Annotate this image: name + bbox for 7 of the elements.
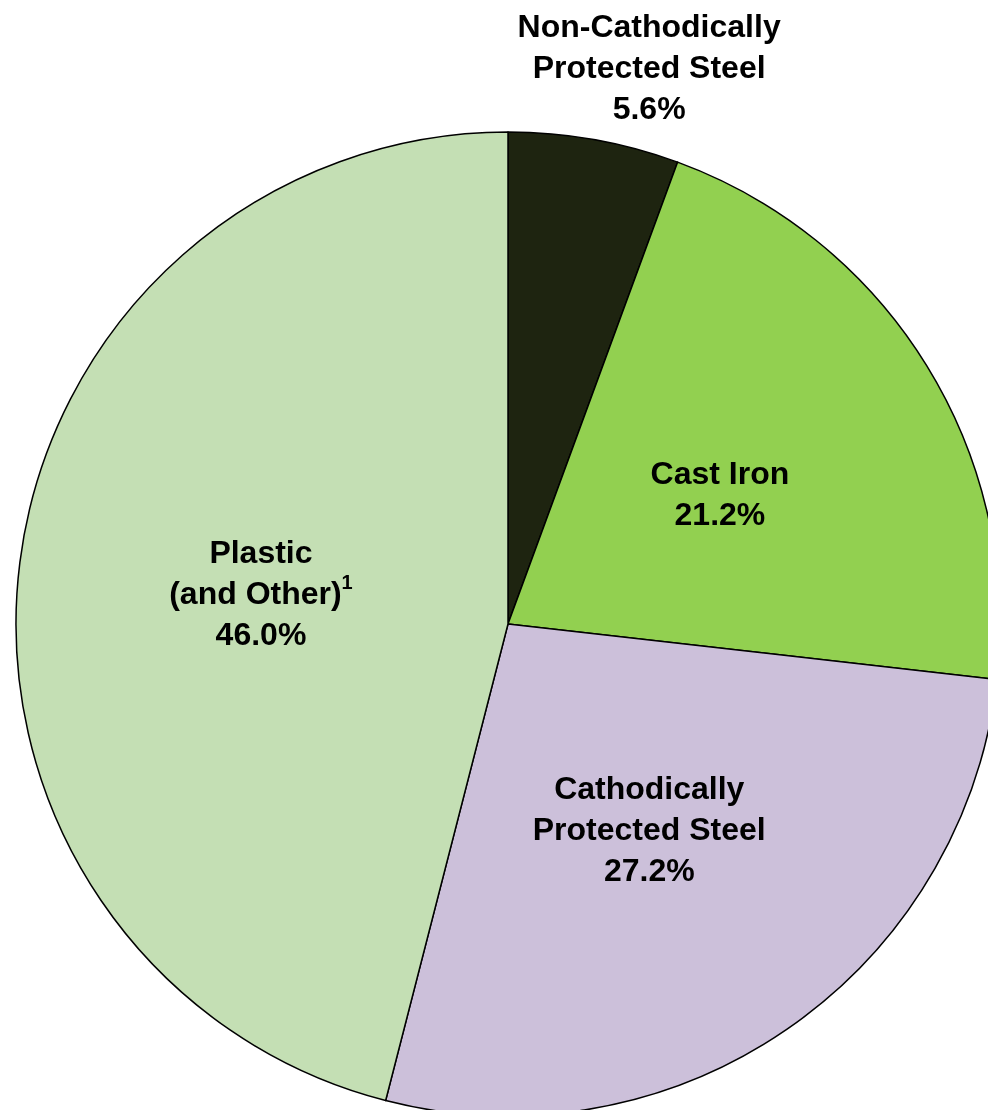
slice-label: Cathodically Protected Steel [532,770,766,848]
slice-label: Cast Iron [650,454,790,491]
data-label: 46.0% [215,615,307,652]
data-label: 27.2% [603,852,695,889]
data-label: 5.6% [612,89,686,126]
data-label: 21.2% [674,495,766,532]
slice-label: Non-Cathodically Protected Steel [517,7,781,85]
